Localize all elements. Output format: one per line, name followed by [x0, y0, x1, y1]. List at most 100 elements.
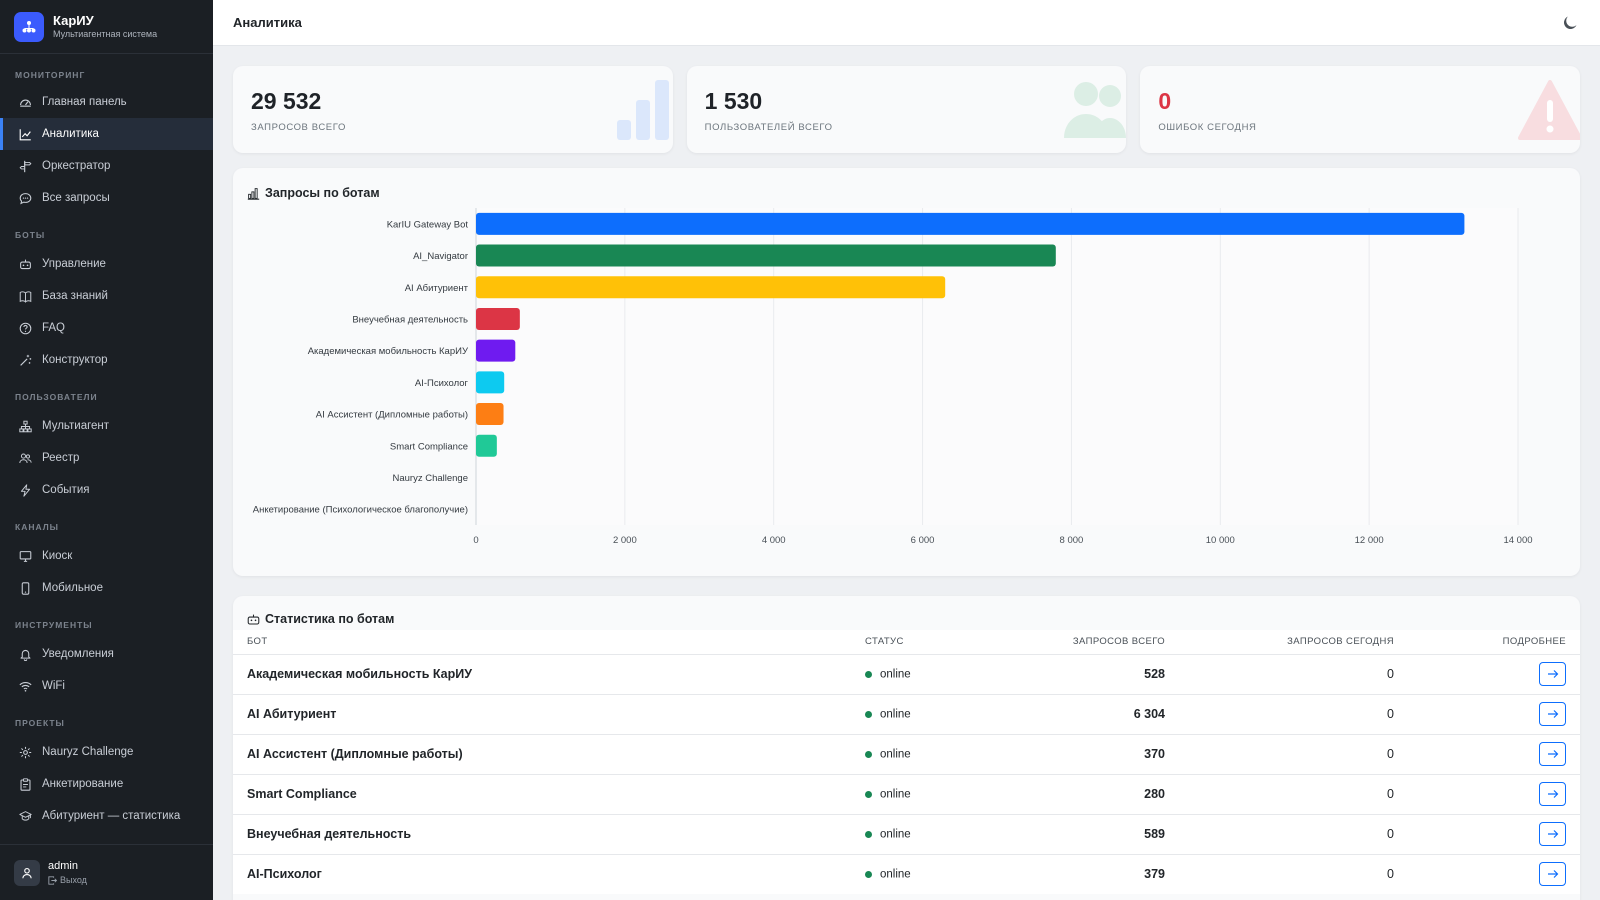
sidebar-item-survey[interactable]: Анкетирование — [0, 768, 213, 800]
bot-name-cell: AI Абитуриент — [233, 693, 865, 734]
main-content: 29 532 ЗАПРОСОВ ВСЕГО 1 530 ПОЛЬЗОВАТЕЛЕ… — [233, 66, 1581, 900]
sidebar-item-notifications[interactable]: Уведомления — [0, 638, 213, 670]
page-title: Аналитика — [233, 15, 302, 30]
bot-name: Академическая мобильность КарИУ — [247, 667, 472, 681]
status-text: online — [880, 868, 911, 881]
bots-requests-chart: 0 2 000 4 000 6 000 8 000 10 000 12 000 14 000 K… — [253, 208, 1533, 546]
x-tick-label: 12 000 — [1355, 535, 1384, 546]
robot-icon — [18, 257, 32, 271]
sidebar-item-multiagent[interactable]: Мультиагент — [0, 410, 213, 442]
sidebar-item-label: Мобильное — [42, 582, 103, 594]
user-panel: admin Выход — [0, 844, 213, 900]
status-text: online — [880, 788, 911, 801]
total-requests-cell: 280 — [1005, 773, 1179, 814]
today-requests-cell: 0 — [1179, 653, 1408, 694]
sidebar-item-registry[interactable]: Реестр — [0, 442, 213, 474]
person-icon — [22, 867, 32, 878]
app-logo — [14, 11, 44, 42]
column-header-bot[interactable]: БОТ — [233, 630, 865, 654]
category-label: KarIU Gateway Bot — [387, 219, 469, 230]
dashboard-icon — [18, 95, 32, 109]
logout-link[interactable]: Выход — [48, 875, 87, 885]
sidebar-item-management[interactable]: Управление — [0, 248, 213, 280]
brand[interactable]: КарИУ Мультиагентная система — [0, 0, 213, 54]
arrow-right-icon — [1547, 670, 1558, 678]
sidebar-item-label: Анкетирование — [42, 778, 124, 790]
details-button[interactable] — [1539, 742, 1566, 766]
gear-icon — [18, 745, 32, 759]
category-label: Smart Compliance — [390, 441, 468, 452]
sidebar-item-nauryz-challenge[interactable]: Nauryz Challenge — [0, 736, 213, 768]
sidebar-item-constructor[interactable]: Конструктор — [0, 344, 213, 376]
warning-icon — [1518, 80, 1581, 140]
robot-icon — [247, 614, 260, 624]
status-dot — [865, 671, 872, 679]
sidebar-item-label: Реестр — [42, 452, 80, 464]
arrow-right-icon — [1547, 870, 1558, 879]
stat-card-requests: 29 532 ЗАПРОСОВ ВСЕГО — [233, 66, 673, 153]
bar — [476, 212, 1465, 235]
magic-wand-icon — [18, 353, 32, 367]
bot-name: AI-Психолог — [247, 867, 322, 882]
details-button[interactable] — [1539, 862, 1566, 887]
sidebar-item-label: Уведомления — [42, 648, 114, 660]
category-label: AI_Navigator — [413, 251, 468, 262]
stat-value: 1 530 — [704, 88, 763, 114]
chart-card-title: Запросы по ботам — [233, 168, 1580, 200]
bot-name-cell: Академическая мобильность КарИУ — [233, 653, 865, 694]
sidebar-item-orchestrator[interactable]: Оркестратор — [0, 150, 213, 182]
avatar[interactable] — [14, 859, 40, 886]
table-row: Внеучебная деятельность online 589 0 — [233, 813, 1580, 854]
stats-row: 29 532 ЗАПРОСОВ ВСЕГО 1 530 ПОЛЬЗОВАТЕЛЕ… — [233, 66, 1581, 153]
status-cell: online — [865, 733, 1005, 774]
sidebar-item-all-requests[interactable]: Все запросы — [0, 182, 213, 214]
status-dot — [865, 751, 872, 759]
sidebar-item-events[interactable]: События — [0, 474, 213, 506]
category-label: AI-Психолог — [415, 378, 469, 389]
status-cell: online — [865, 653, 1005, 694]
total-requests-cell: 370 — [1005, 733, 1179, 774]
bot-stats-card: Статистика по ботам БОТ СТАТУС ЗАПРОСОВ … — [233, 596, 1580, 900]
details-cell — [1408, 773, 1580, 814]
column-header-today[interactable]: ЗАПРОСОВ СЕГОДНЯ — [1179, 630, 1408, 654]
details-button[interactable] — [1539, 822, 1566, 846]
details-button[interactable] — [1539, 702, 1566, 726]
table-row: AI Абитуриент online 6 304 0 — [233, 693, 1580, 734]
sidebar-item-applicant-stats[interactable]: Абитуриент — статистика — [0, 800, 213, 832]
sidebar-item-analytics[interactable]: Аналитика — [0, 118, 213, 150]
stat-value: 0 — [1158, 88, 1172, 114]
wifi-icon — [18, 679, 32, 693]
sidebar-item-kiosk[interactable]: Киоск — [0, 540, 213, 572]
sidebar-item-faq[interactable]: FAQ — [0, 312, 213, 344]
details-button[interactable] — [1539, 782, 1566, 806]
status-cell: online — [865, 853, 1005, 894]
question-icon — [18, 321, 32, 335]
sidebar-item-dashboard[interactable]: Главная панель — [0, 86, 213, 118]
phone-icon — [18, 581, 32, 595]
x-tick-label: 6 000 — [911, 535, 935, 546]
x-tick-label: 10 000 — [1206, 535, 1235, 546]
table-row: Академическая мобильность КарИУ online 528… — [233, 653, 1580, 694]
user-name: admin — [48, 860, 78, 872]
sidebar-item-knowledge-base[interactable]: База знаний — [0, 280, 213, 312]
sidebar-item-label: База знаний — [42, 290, 108, 302]
details-cell — [1408, 693, 1580, 734]
people-icon — [18, 451, 32, 465]
signpost-icon — [18, 159, 32, 173]
sidebar-item-wifi[interactable]: WiFi — [0, 670, 213, 702]
arrow-right-icon — [1547, 750, 1558, 758]
chart-title: Запросы по ботам — [265, 186, 380, 200]
column-header-status[interactable]: СТАТУС — [865, 630, 1005, 654]
nav-section-title: ПРОЕКТЫ — [15, 718, 65, 728]
lightning-icon — [18, 483, 32, 497]
theme-toggle-button[interactable] — [1560, 13, 1580, 33]
chat-icon — [18, 191, 32, 205]
sidebar-item-mobile[interactable]: Мобильное — [0, 572, 213, 604]
sidebar-item-label: FAQ — [42, 322, 66, 334]
sidebar-item-label: Абитуриент — статистика — [42, 810, 181, 822]
details-button[interactable] — [1539, 662, 1566, 686]
bar — [476, 244, 1056, 267]
moon-icon — [1564, 16, 1577, 29]
column-header-total[interactable]: ЗАПРОСОВ ВСЕГО — [1005, 630, 1179, 654]
status-text: online — [880, 708, 911, 721]
